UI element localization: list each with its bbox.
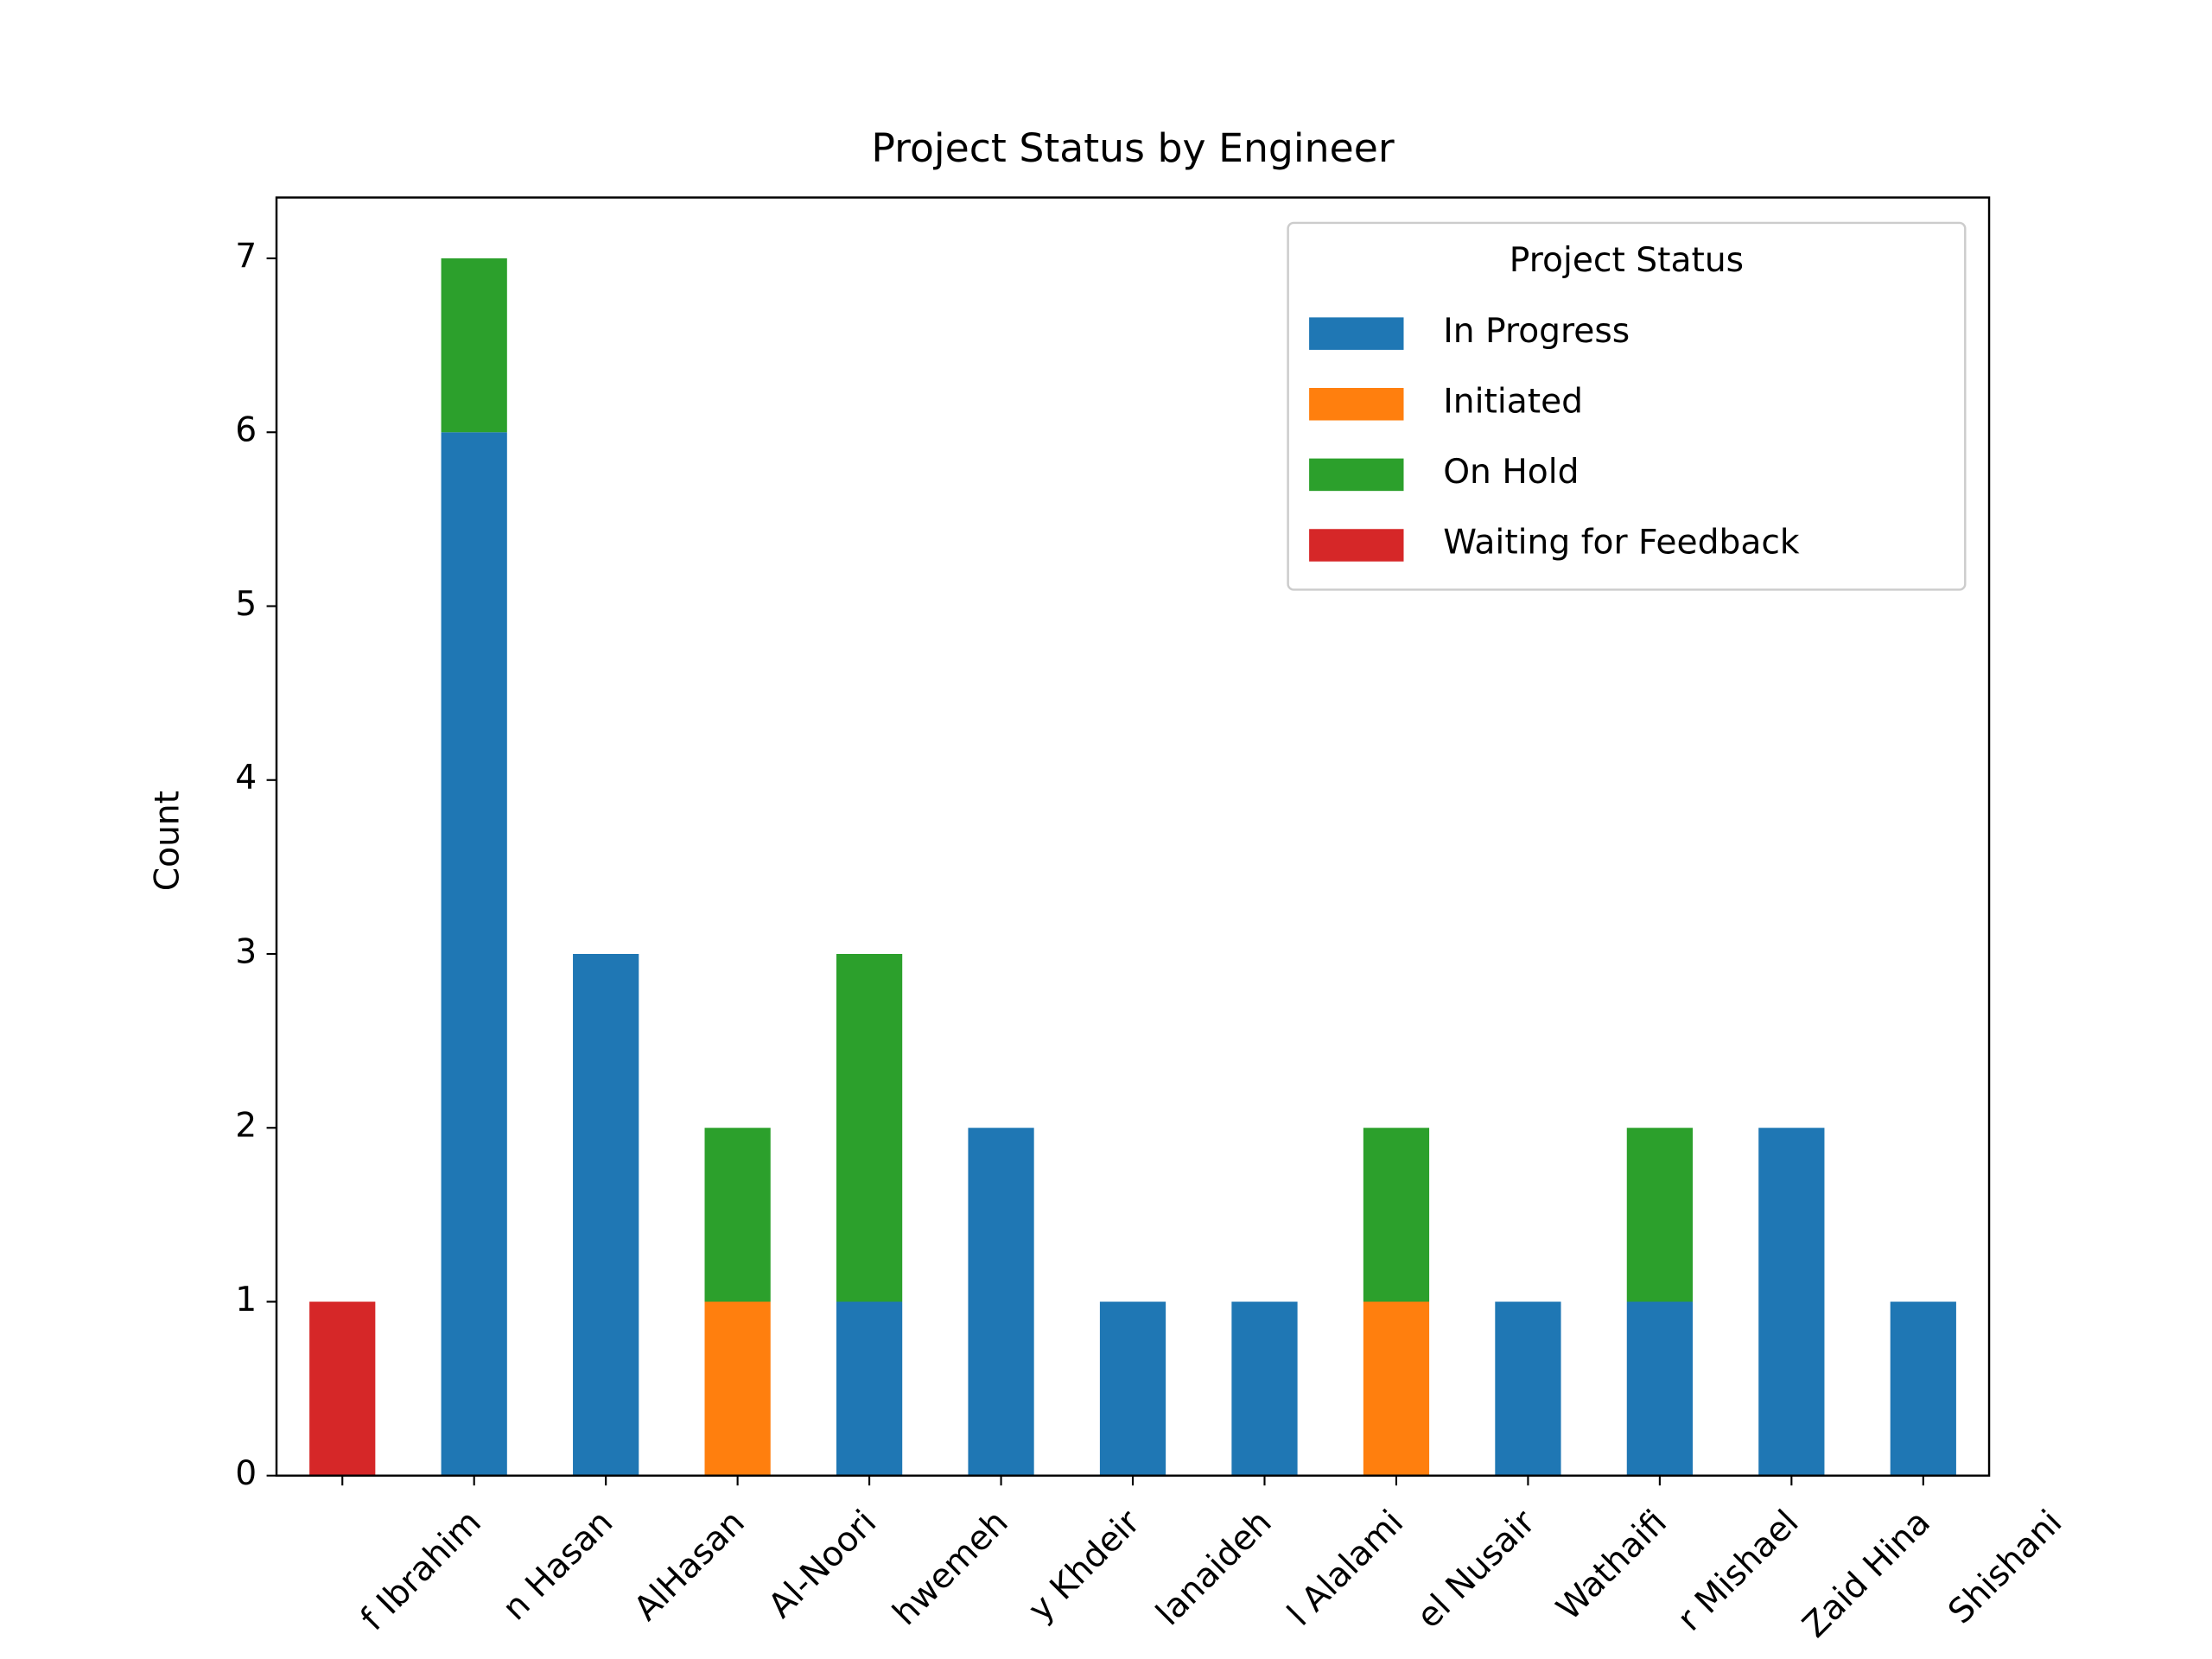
y-tick-label: 4: [235, 759, 257, 798]
bar-segment: [704, 1301, 771, 1476]
y-tick-label: 3: [235, 933, 257, 972]
bar-segment: [836, 1301, 903, 1476]
legend-swatch: [1309, 458, 1404, 492]
bar-segment: [968, 1128, 1034, 1476]
y-tick-label: 0: [235, 1454, 257, 1493]
plot-frame: [275, 196, 1991, 1477]
bar-segment: [573, 954, 639, 1476]
bar-segment: [1890, 1301, 1956, 1476]
bar-segment: [1495, 1301, 1561, 1476]
bar-segment: [836, 954, 903, 1302]
bar-segment: [309, 1301, 376, 1476]
bar-segment: [1099, 1301, 1166, 1476]
bar-segment: [1363, 1128, 1430, 1302]
legend-label: Waiting for Feedback: [1443, 524, 1800, 563]
y-tick-label: 1: [235, 1281, 257, 1319]
bar-segment: [1626, 1128, 1693, 1302]
y-tick-label: 6: [235, 411, 257, 450]
legend-swatch: [1309, 387, 1404, 421]
legend-box: [1287, 221, 1967, 591]
legend-label: In Progress: [1443, 312, 1630, 351]
y-axis-label: Count: [148, 791, 187, 891]
chart-title: Project Status by Engineer: [871, 125, 1394, 171]
legend-label: On Hold: [1443, 453, 1579, 492]
bar-segment: [1626, 1301, 1693, 1476]
legend-label: Initiated: [1443, 382, 1583, 421]
bar-segment: [1363, 1301, 1430, 1476]
bar-segment: [704, 1128, 771, 1302]
y-tick-label: 5: [235, 585, 257, 624]
bar-segment: [441, 432, 507, 1476]
legend-swatch: [1309, 317, 1404, 350]
legend-swatch: [1309, 529, 1404, 562]
bar-segment: [1758, 1128, 1825, 1476]
bar-segment: [1231, 1301, 1298, 1476]
legend-title: Project Status: [1510, 241, 1744, 280]
bar-segment: [441, 258, 507, 433]
y-tick-label: 2: [235, 1107, 257, 1146]
y-tick-label: 7: [235, 238, 257, 276]
